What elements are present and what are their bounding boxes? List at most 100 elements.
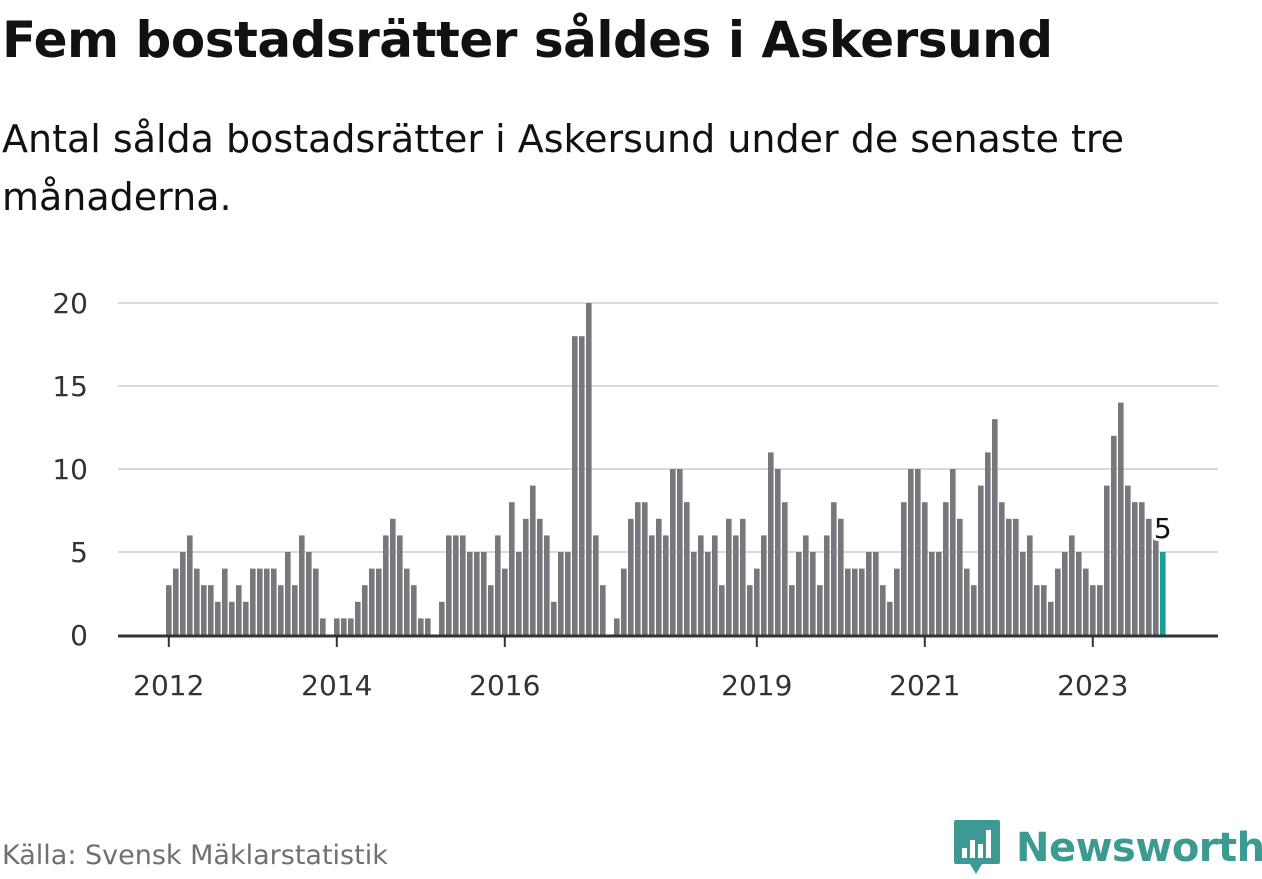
bar-highlight: [1160, 552, 1166, 635]
y-tick-label: 10: [52, 453, 88, 486]
bar: [166, 585, 172, 635]
bar: [187, 535, 193, 635]
bar: [586, 303, 592, 635]
value-labels: 5: [1151, 509, 1175, 548]
bar: [236, 585, 242, 635]
bar: [285, 552, 291, 635]
bar: [551, 601, 557, 635]
bar: [383, 535, 389, 635]
bar: [817, 585, 823, 635]
bar: [355, 601, 361, 635]
bar: [516, 552, 522, 635]
bar: [670, 469, 676, 635]
x-tick-label: 2012: [133, 669, 204, 702]
bar: [1118, 402, 1124, 635]
bar: [1034, 585, 1040, 635]
bar: [299, 535, 305, 635]
bar: [761, 535, 767, 635]
chart-subtitle: Antal sålda bostadsrätter i Askersund un…: [2, 117, 1125, 219]
y-tick-label: 0: [70, 619, 88, 652]
bar: [1090, 585, 1096, 635]
bar: [1020, 552, 1026, 635]
bar: [1125, 485, 1131, 635]
bar: [1083, 568, 1089, 635]
bar: [243, 601, 249, 635]
bar: [404, 568, 410, 635]
bar: [208, 585, 214, 635]
bar: [481, 552, 487, 635]
bar: [929, 552, 935, 635]
bar: [558, 552, 564, 635]
brand-name: Newsworthy: [1016, 825, 1262, 871]
bar: [922, 502, 928, 635]
bar: [453, 535, 459, 635]
bar: [201, 585, 207, 635]
bar: [313, 568, 319, 635]
x-tick-label: 2016: [469, 669, 540, 702]
bar: [1041, 585, 1047, 635]
bar: [621, 568, 627, 635]
bar: [467, 552, 473, 635]
bar: [796, 552, 802, 635]
bar: [488, 585, 494, 635]
brand-logo: Newsworthy: [952, 818, 1262, 878]
bar: [747, 585, 753, 635]
bar: [978, 485, 984, 635]
bar: [908, 469, 914, 635]
bar: [656, 518, 662, 635]
value-label: 5: [1154, 512, 1172, 545]
bar: [320, 618, 326, 635]
bar: [369, 568, 375, 635]
bar: [831, 502, 837, 635]
bar: [1104, 485, 1110, 635]
bar: [1097, 585, 1103, 635]
bar: [775, 469, 781, 635]
bar: [824, 535, 830, 635]
bar: [733, 535, 739, 635]
bar: [852, 568, 858, 635]
bar: [957, 518, 963, 635]
x-tick-label: 2023: [1057, 669, 1128, 702]
y-tick-label: 15: [52, 370, 88, 403]
bar: [782, 502, 788, 635]
bar: [866, 552, 872, 635]
bar: [474, 552, 480, 635]
bar: [278, 585, 284, 635]
bar: [292, 585, 298, 635]
bar: [376, 568, 382, 635]
source-note: Källa: Svensk Mäklarstatistik: [2, 840, 388, 871]
bar-chart: 0 5 10 15 20 2012 2014 2016 2019 2021 2023 5: [52, 287, 1218, 702]
bar: [754, 568, 760, 635]
bar: [915, 469, 921, 635]
bar: [719, 585, 725, 635]
bar: [250, 568, 256, 635]
y-tick-label: 20: [52, 287, 88, 320]
bar: [306, 552, 312, 635]
bar: [642, 502, 648, 635]
x-tick-label: 2019: [721, 669, 792, 702]
bar: [418, 618, 424, 635]
bar: [523, 518, 529, 635]
bar: [971, 585, 977, 635]
bar: [768, 452, 774, 635]
bar: [740, 518, 746, 635]
grid-lines: [118, 302, 1218, 553]
bar: [1048, 601, 1054, 635]
bar: [803, 535, 809, 635]
bar: [1062, 552, 1068, 635]
bar: [1153, 535, 1159, 635]
bar: [565, 552, 571, 635]
bar: [936, 552, 942, 635]
bar: [593, 535, 599, 635]
bar: [173, 568, 179, 635]
bar: [1027, 535, 1033, 635]
newsworthy-logo-icon: [954, 820, 1000, 874]
bar: [439, 601, 445, 635]
bar: [180, 552, 186, 635]
bar: [425, 618, 431, 635]
bar: [572, 336, 578, 635]
bar: [677, 469, 683, 635]
bar: [789, 585, 795, 635]
bar: [712, 535, 718, 635]
chart-title: Fem bostadsrätter såldes i Askersund: [2, 11, 1053, 69]
